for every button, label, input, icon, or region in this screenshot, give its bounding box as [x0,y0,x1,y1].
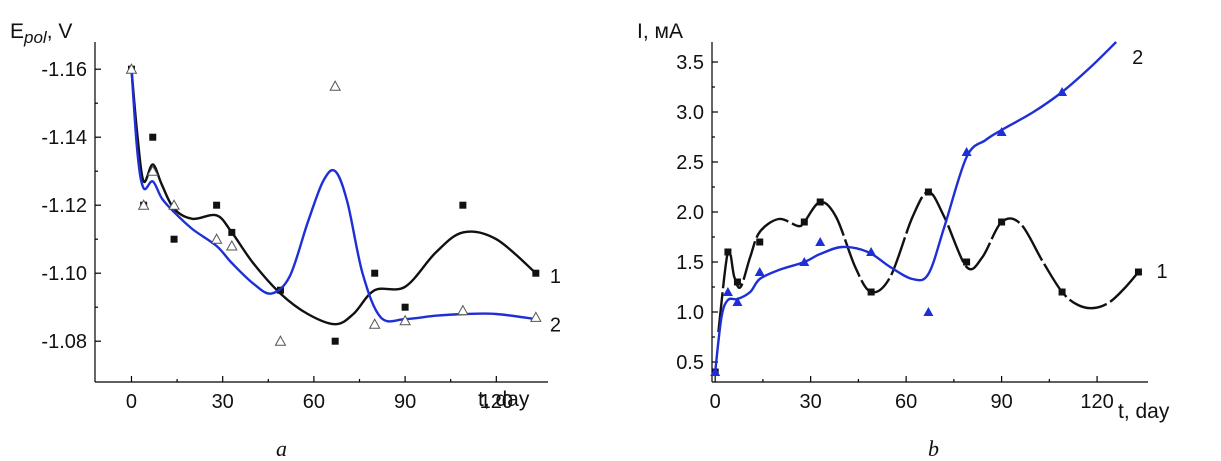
data-point-series-1 [963,258,971,266]
series-label-1: 1 [550,266,561,288]
data-point-series-2 [961,147,972,156]
x-tick-label: 30 [800,391,822,413]
data-point-series-2 [210,233,223,244]
data-point-series-1 [867,288,875,296]
y-axis-label-b: I, мА [637,20,683,43]
x-tick-label: 120 [480,391,513,413]
panel-label-b: b [928,436,939,461]
data-point-series-2 [799,257,810,266]
x-axis-label-a: t, day [478,388,530,411]
data-point-series-1 [998,218,1006,226]
data-point-series-2 [529,311,542,322]
data-point-series-2 [368,318,381,329]
y-tick-label: 3.5 [676,52,704,74]
data-point-series-1 [800,218,808,226]
x-tick-label: 0 [126,391,137,413]
data-point-series-1 [331,337,339,345]
x-axis-label-b: t, day [1118,400,1170,423]
data-point-series-1 [1134,268,1142,276]
fit-curve-series-2 [130,69,536,323]
x-tick-label: 60 [895,391,917,413]
x-tick-label: 30 [212,391,234,413]
data-point-series-2 [732,297,743,306]
y-tick-label: -1.14 [41,127,87,149]
data-point-series-2 [754,267,765,276]
y-tick-label: 3.0 [676,102,704,124]
data-point-series-2 [457,304,469,316]
data-point-series-2 [923,307,934,316]
x-tick-label: 90 [394,391,416,413]
data-point-series-1 [532,269,540,277]
y-tick-label: -1.10 [41,263,87,285]
data-point-series-2 [722,287,733,296]
series-label-1: 1 [1156,261,1167,283]
data-point-series-1 [213,201,221,209]
data-point-series-1 [756,238,764,246]
data-point-series-2 [225,239,238,251]
data-point-series-2 [274,335,287,346]
series-label-2: 2 [1132,47,1143,69]
series-label-2: 2 [550,314,561,336]
fit-curve-series-1 [130,69,537,326]
y-tick-label: -1.12 [41,195,87,217]
data-point-series-1 [1058,288,1066,296]
data-point-series-2 [125,63,138,74]
x-tick-label: 90 [990,391,1012,413]
x-tick-label: 120 [1080,391,1113,413]
y-tick-label: -1.16 [41,59,87,81]
data-point-series-1 [459,201,467,209]
data-point-series-2 [168,199,180,210]
data-point-series-2 [815,237,826,246]
data-point-series-1 [149,133,157,141]
data-point-series-1 [733,278,741,286]
y-tick-label: 2.5 [676,152,704,174]
fit-curve-series-2 [714,41,1118,373]
data-point-series-1 [816,198,824,206]
data-point-series-1 [228,228,236,236]
data-point-series-1 [170,235,178,243]
y-axis-label-a: Epol, V [10,20,72,47]
data-point-series-2 [146,165,159,176]
data-point-series-2 [710,367,721,376]
y-tick-label: -1.08 [41,331,87,353]
x-tick-label: 60 [303,391,325,413]
chart-panel-b: I, мА t, day b 0 30 60 90 120 0.5 1.0 1.5 2.0 2.5… [637,20,1170,461]
data-point-series-2 [329,80,342,91]
chart-panel-a: Epol, V t, day a 0 30 60 90 120 -1.16 -1.14 -1.… [10,20,561,461]
data-point-series-2 [866,247,877,256]
x-tick-label: 0 [710,391,721,413]
panel-label-a: a [276,436,287,461]
y-tick-label: 0.5 [676,352,704,374]
data-point-series-2 [996,127,1007,136]
data-point-series-2 [399,314,411,326]
data-point-series-1 [371,269,379,277]
y-tick-label: 1.5 [676,252,704,274]
data-point-series-2 [137,199,150,210]
fit-curve-series-1 [717,190,1140,333]
data-point-series-1 [924,188,932,196]
y-tick-label: 1.0 [676,302,704,324]
data-point-series-1 [401,303,409,311]
data-point-series-1 [724,248,732,256]
y-tick-label: 2.0 [676,202,704,224]
data-point-series-2 [1057,87,1068,96]
